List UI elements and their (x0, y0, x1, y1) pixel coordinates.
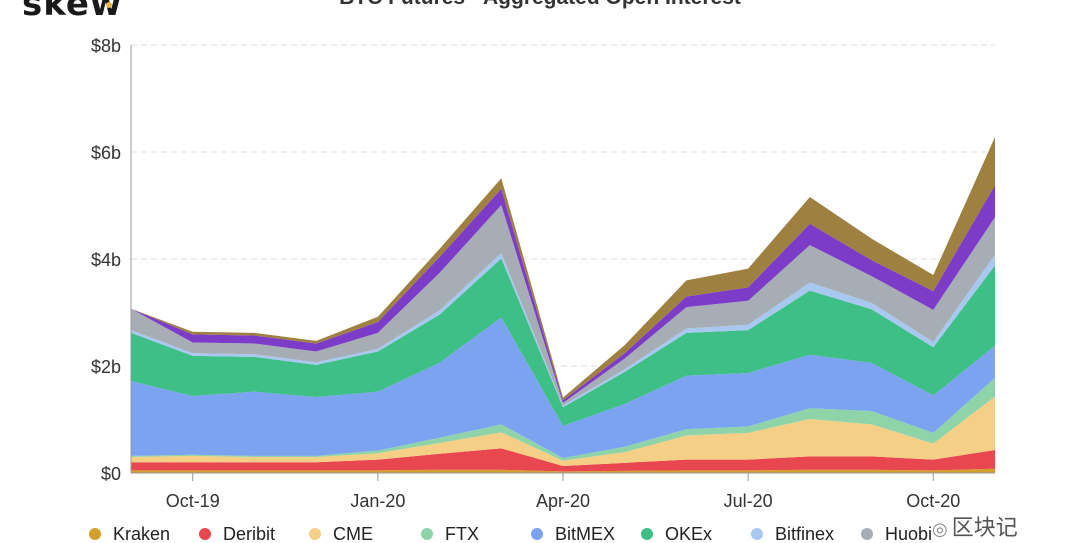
x-axis: Oct-19 Jan-20 Apr-20 Jul-20 Oct-20 (166, 473, 960, 511)
legend-label: FTX (445, 524, 479, 543)
legend-item-kraken[interactable]: Kraken (89, 524, 170, 543)
legend-item-okex[interactable]: OKEx (641, 524, 712, 543)
area-series-kraken (131, 468, 995, 473)
legend-marker (531, 528, 543, 540)
legend: Kraken Deribit CME FTX BitMEX OKEx Bitfinex Huo… (89, 524, 932, 543)
legend-label: OKEx (665, 524, 712, 543)
logo-dot-icon (106, 2, 112, 8)
legend-marker (861, 528, 873, 540)
y-tick-label: $8b (91, 36, 121, 56)
legend-marker (89, 528, 101, 540)
x-tick-label: Jan-20 (350, 491, 405, 511)
legend-item-ftx[interactable]: FTX (421, 524, 479, 543)
chart-title: BTC Futures - Aggregated Open Interest (0, 0, 1080, 10)
x-tick-label: Jul-20 (724, 491, 773, 511)
wechat-icon: ◎ (932, 519, 948, 540)
legend-marker (421, 528, 433, 540)
legend-marker (199, 528, 211, 540)
y-tick-label: $2b (91, 357, 121, 377)
skew-logo: skew (22, 0, 123, 24)
legend-label: Deribit (223, 524, 275, 543)
x-tick-label: Apr-20 (536, 491, 590, 511)
area-series-bitmex (131, 317, 995, 459)
x-tick-label: Oct-19 (166, 491, 220, 511)
watermark-text: ◎ 区块记 (932, 516, 1018, 541)
y-tick-label: $6b (91, 143, 121, 163)
legend-item-deribit[interactable]: Deribit (199, 524, 275, 543)
area-series-okex (131, 258, 995, 426)
legend-label: Bitfinex (775, 524, 834, 543)
legend-label: Kraken (113, 524, 170, 543)
y-tick-label: $4b (91, 250, 121, 270)
legend-item-huobi[interactable]: Huobi (861, 524, 932, 543)
legend-label: BitMEX (555, 524, 615, 543)
area-series-ftx (131, 377, 995, 461)
y-tick-label: $0 (101, 464, 121, 484)
legend-marker (309, 528, 321, 540)
legend-label: CME (333, 524, 373, 543)
legend-label: Huobi (885, 524, 932, 543)
legend-item-cme[interactable]: CME (309, 524, 373, 543)
legend-marker (751, 528, 763, 540)
area-series-huobi (131, 204, 995, 406)
area-series-deribit (131, 448, 995, 472)
legend-marker (641, 528, 653, 540)
legend-item-bitfinex[interactable]: Bitfinex (751, 524, 834, 543)
series-areas (131, 137, 995, 473)
x-tick-label: Oct-20 (906, 491, 960, 511)
area-series-cme (131, 396, 995, 467)
legend-item-bitmex[interactable]: BitMEX (531, 524, 615, 543)
